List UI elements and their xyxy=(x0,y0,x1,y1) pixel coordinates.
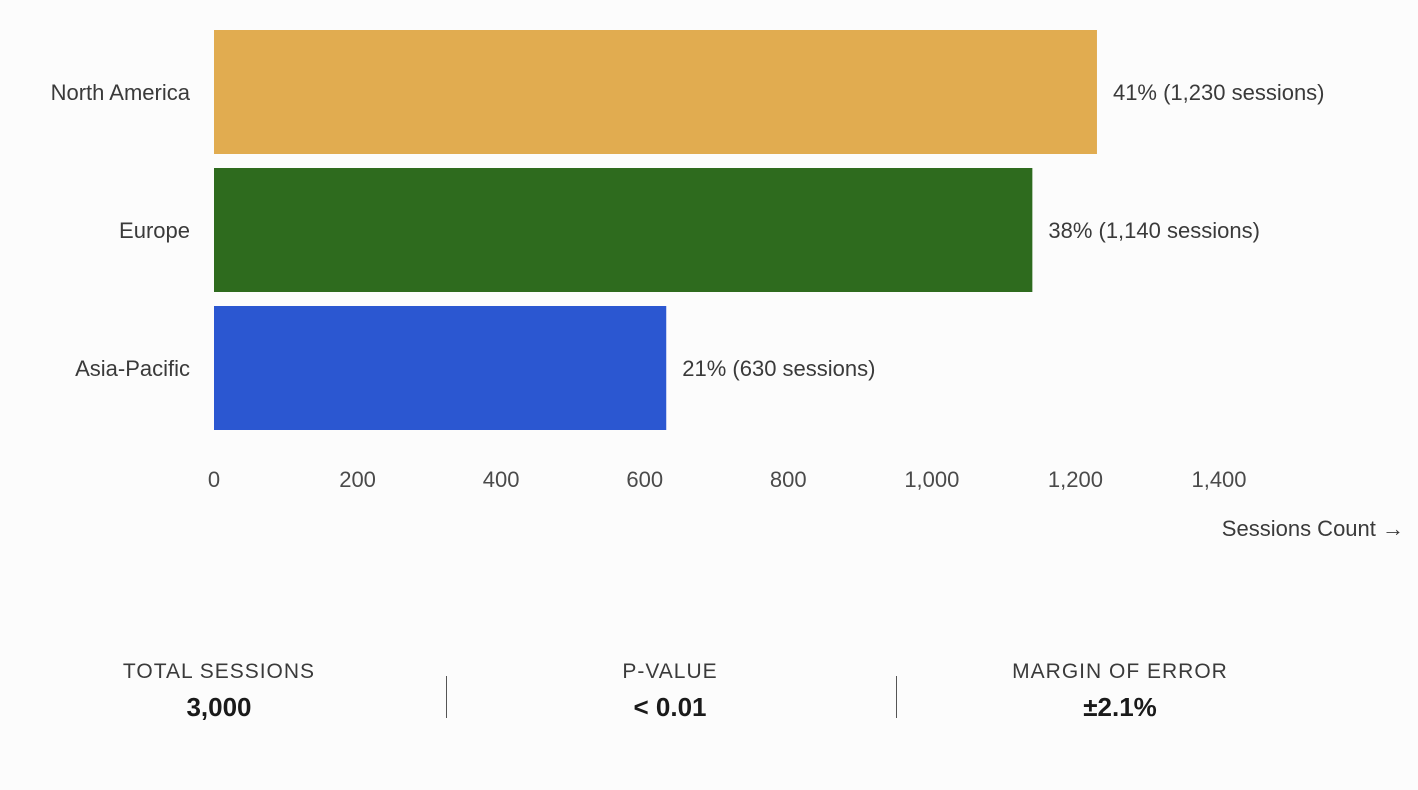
stat-value: 3,000 xyxy=(186,692,252,722)
category-label-europe: Europe xyxy=(119,218,190,243)
x-axis-label: Sessions Count → xyxy=(1222,516,1404,541)
x-tick-label: 800 xyxy=(770,467,807,492)
divider xyxy=(896,676,897,718)
x-tick-label: 0 xyxy=(208,467,220,492)
data-label-north-america: 41% (1,230 sessions) xyxy=(1113,80,1325,105)
stats-row: TOTAL SESSIONS 3,000 P-VALUE < 0.01 MARG… xyxy=(0,660,1418,750)
stat-label: TOTAL SESSIONS xyxy=(122,660,316,683)
x-axis-ticks: 0 200 400 600 800 1,000 1,200 1,400 xyxy=(208,467,1247,492)
category-label-north-america: North America xyxy=(51,80,191,105)
x-tick-label: 200 xyxy=(339,467,376,492)
bar-asia-pacific xyxy=(214,306,667,430)
divider xyxy=(446,676,447,718)
stat-value: ±2.1% xyxy=(1083,692,1157,722)
x-tick-label: 1,200 xyxy=(1048,467,1103,492)
data-label-europe: 38% (1,140 sessions) xyxy=(1048,218,1260,243)
x-tick-label: 1,400 xyxy=(1191,467,1246,492)
stat-value: < 0.01 xyxy=(633,692,707,722)
x-tick-label: 1,000 xyxy=(904,467,959,492)
bars-group: North America 41% (1,230 sessions) Europe 3… xyxy=(51,30,1325,430)
x-tick-label: 400 xyxy=(483,467,520,492)
stat-p-value: P-VALUE < 0.01 xyxy=(520,660,820,723)
bar-europe xyxy=(214,168,1033,292)
bar-north-america xyxy=(214,30,1097,154)
stat-total-sessions: TOTAL SESSIONS 3,000 xyxy=(69,660,369,723)
category-label-asia-pacific: Asia-Pacific xyxy=(75,356,190,381)
x-tick-label: 600 xyxy=(626,467,663,492)
stat-label: P-VALUE xyxy=(622,660,718,683)
stat-margin-of-error: MARGIN OF ERROR ±2.1% xyxy=(970,660,1270,723)
bar-chart: North America 41% (1,230 sessions) Europe 3… xyxy=(51,30,1404,541)
data-label-asia-pacific: 21% (630 sessions) xyxy=(682,356,875,381)
stat-label: MARGIN OF ERROR xyxy=(1012,660,1228,683)
